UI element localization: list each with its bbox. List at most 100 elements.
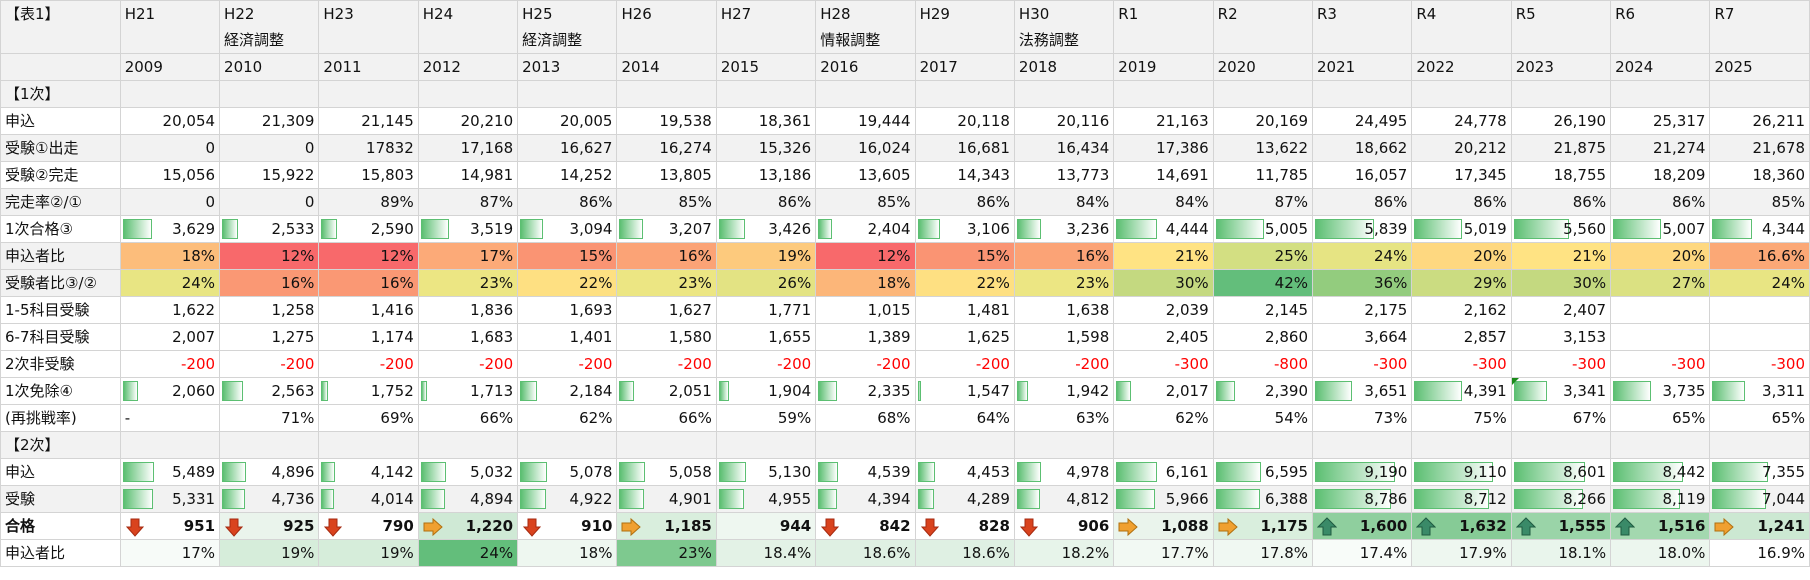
table-cell[interactable]: 87% (417, 188, 519, 216)
header-year-cell[interactable]: 2015 (715, 53, 817, 81)
table-cell[interactable]: 12% (815, 242, 916, 270)
header-year-cell[interactable]: 2023 (1510, 53, 1612, 81)
table-cell[interactable]: 16,681 (914, 134, 1015, 162)
table-cell[interactable]: 86% (914, 188, 1015, 216)
table-cell[interactable]: 4,142 (318, 458, 419, 486)
table-cell[interactable]: 1,638 (1013, 296, 1115, 324)
header-year-cell[interactable]: 2016 (815, 53, 916, 81)
table-cell[interactable]: 85% (616, 188, 717, 216)
table-cell[interactable]: 42% (1212, 269, 1314, 297)
table-cell[interactable]: 5,005 (1212, 215, 1314, 243)
table-cell[interactable]: 5,331 (119, 485, 221, 513)
table-cell[interactable]: 6,161 (1113, 458, 1214, 486)
table-cell[interactable]: 17832 (318, 134, 419, 162)
table-cell[interactable]: 3,207 (616, 215, 717, 243)
header-year-cell[interactable]: 2019 (1113, 53, 1214, 81)
table-cell[interactable]: 18.1% (1510, 539, 1612, 567)
table-cell[interactable]: 8,712 (1411, 485, 1512, 513)
table-cell[interactable] (119, 80, 221, 108)
header-year-cell[interactable]: 2024 (1610, 53, 1711, 81)
table-cell[interactable]: 2,407 (1510, 296, 1612, 324)
table-cell[interactable] (318, 80, 419, 108)
table-cell[interactable]: 1,622 (119, 296, 221, 324)
header-era-cell[interactable]: H23 (318, 0, 419, 54)
table-cell[interactable]: 21% (1113, 242, 1214, 270)
table-cell[interactable]: 3,426 (715, 215, 817, 243)
table-cell[interactable]: 3,106 (914, 215, 1015, 243)
table-cell[interactable]: 6,388 (1212, 485, 1314, 513)
table-cell[interactable]: 18.6% (815, 539, 916, 567)
table-cell[interactable]: 5,966 (1113, 485, 1214, 513)
table-cell[interactable]: 1,389 (815, 323, 916, 351)
table-cell[interactable]: 4,896 (219, 458, 320, 486)
header-year-cell[interactable]: 2021 (1311, 53, 1413, 81)
table-cell[interactable]: 18,662 (1311, 134, 1413, 162)
table-cell[interactable]: 1,655 (715, 323, 817, 351)
table-cell[interactable]: 21,145 (318, 107, 419, 135)
table-cell[interactable]: 16,274 (616, 134, 717, 162)
table-cell[interactable]: 19% (715, 242, 817, 270)
table-cell[interactable]: 30% (1510, 269, 1612, 297)
table-cell[interactable]: 36% (1311, 269, 1413, 297)
table-cell[interactable]: 1,752 (318, 377, 419, 405)
table-cell[interactable] (1709, 431, 1810, 459)
table-cell[interactable]: 16,434 (1013, 134, 1115, 162)
table-cell[interactable]: 23% (417, 269, 519, 297)
table-cell[interactable]: 4,812 (1013, 485, 1115, 513)
table-cell[interactable]: 18% (815, 269, 916, 297)
table-cell[interactable]: 1,625 (914, 323, 1015, 351)
row-label[interactable]: 1次合格③ (0, 215, 121, 243)
table-cell[interactable]: -200 (914, 350, 1015, 378)
table-cell[interactable]: 16% (318, 269, 419, 297)
table-cell[interactable] (815, 80, 916, 108)
row-label[interactable]: 申込者比 (0, 539, 121, 567)
table-cell[interactable]: 17.4% (1311, 539, 1413, 567)
table-cell[interactable]: 17% (119, 539, 221, 567)
table-cell[interactable]: 19% (219, 539, 320, 567)
table-cell[interactable]: 2,039 (1113, 296, 1214, 324)
table-cell[interactable]: 3,341 (1510, 377, 1612, 405)
header-era-cell[interactable]: H27 (715, 0, 817, 54)
table-cell[interactable]: 2,175 (1311, 296, 1413, 324)
table-cell[interactable]: 23% (616, 269, 717, 297)
table-cell[interactable]: -200 (1013, 350, 1115, 378)
table-cell[interactable]: 2,533 (219, 215, 320, 243)
table-cell[interactable]: 21,309 (219, 107, 320, 135)
table-cell[interactable] (318, 431, 419, 459)
table-cell[interactable]: 16,627 (517, 134, 618, 162)
table-cell[interactable]: 3,651 (1311, 377, 1413, 405)
table-cell[interactable] (1510, 80, 1612, 108)
table-cell[interactable]: 1,555 (1510, 512, 1612, 540)
table-cell[interactable]: 14,981 (417, 161, 519, 189)
header-year-cell[interactable]: 2010 (219, 53, 320, 81)
section-label[interactable]: 【1次】 (0, 80, 121, 108)
header-era-cell[interactable]: H28 情報調整 (815, 0, 916, 54)
table-cell[interactable]: 65% (1709, 404, 1810, 432)
table-cell[interactable]: 19% (318, 539, 419, 567)
header-era-cell[interactable]: H30 法務調整 (1013, 0, 1115, 54)
table-cell[interactable]: 65% (1610, 404, 1711, 432)
table-cell[interactable]: 24% (119, 269, 221, 297)
table-cell[interactable]: 30% (1113, 269, 1214, 297)
table-cell[interactable]: 18.0% (1610, 539, 1711, 567)
table-cell[interactable]: 66% (417, 404, 519, 432)
table-cell[interactable]: 20,005 (517, 107, 618, 135)
table-cell[interactable] (1610, 323, 1711, 351)
table-cell[interactable]: 84% (1113, 188, 1214, 216)
table-cell[interactable]: 20,212 (1411, 134, 1512, 162)
table-cell[interactable]: 18% (517, 539, 618, 567)
table-cell[interactable]: 1,015 (815, 296, 916, 324)
table-cell[interactable]: 1,713 (417, 377, 519, 405)
table-cell[interactable]: 89% (318, 188, 419, 216)
table-cell[interactable]: 75% (1411, 404, 1512, 432)
table-cell[interactable]: 12% (318, 242, 419, 270)
table-cell[interactable]: -200 (517, 350, 618, 378)
table-cell[interactable]: 17.9% (1411, 539, 1512, 567)
table-cell[interactable]: 29% (1411, 269, 1512, 297)
table-cell[interactable]: -300 (1411, 350, 1512, 378)
table-cell[interactable]: 7,355 (1709, 458, 1810, 486)
header-era-cell[interactable]: R7 (1709, 0, 1810, 54)
title-cell[interactable]: 【表1】 (0, 0, 121, 54)
table-cell[interactable]: 1,580 (616, 323, 717, 351)
table-cell[interactable]: 15,803 (318, 161, 419, 189)
